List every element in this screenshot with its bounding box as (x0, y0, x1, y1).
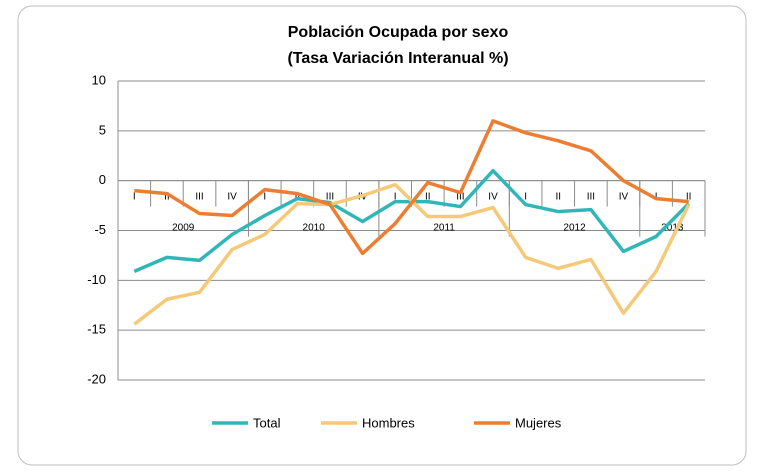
x-tick-label: II (295, 191, 301, 202)
x-tick-label: III (195, 191, 203, 202)
legend-label: Hombres (362, 415, 415, 430)
x-tick-label: II (686, 191, 692, 202)
x-tick-label: II (164, 191, 170, 202)
y-tick-label: -10 (87, 272, 106, 287)
line-series (134, 119, 689, 256)
y-tick-label: -5 (94, 222, 106, 237)
legend-label: Mujeres (515, 415, 562, 430)
y-tick-label: 10 (92, 72, 106, 87)
y-tick-label: 5 (99, 122, 106, 137)
y-tick-label: -15 (87, 322, 106, 337)
y-tick-label: -20 (87, 371, 106, 386)
x-tick-label: IV (488, 191, 498, 202)
x-tick-label: III (456, 191, 464, 202)
x-tick-label: I (263, 191, 266, 202)
group-label: 2011 (433, 222, 455, 233)
x-tick-label: III (326, 191, 334, 202)
group-label: 2009 (172, 222, 195, 233)
x-tick-label: IV (227, 191, 237, 202)
y-tick-label: 0 (99, 172, 106, 187)
chart-title: Población Ocupada por sexo (288, 24, 509, 41)
x-tick-label: II (425, 191, 431, 202)
group-label: 2010 (303, 222, 326, 233)
group-label: 2012 (563, 222, 586, 233)
x-tick-label: I (133, 191, 136, 202)
x-tick-label: IV (619, 191, 629, 202)
x-tick-label: II (555, 191, 561, 202)
group-label: 2013 (661, 222, 684, 233)
chart-subtitle: (Tasa Variación Interanual %) (287, 50, 508, 67)
x-tick-label: III (587, 191, 595, 202)
x-tick-label: I (524, 191, 527, 202)
legend-label: Total (253, 415, 281, 430)
x-tick-label: I (394, 191, 397, 202)
